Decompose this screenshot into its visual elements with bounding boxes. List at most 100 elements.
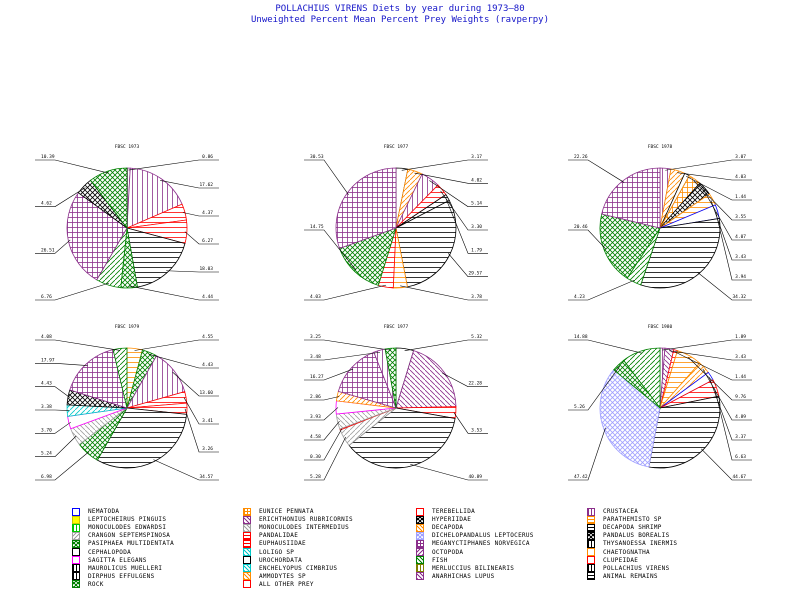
pie-slice [601, 167, 661, 229]
leader-line [35, 282, 110, 301]
data-label: 3.78 [471, 294, 482, 300]
pie-slice [126, 227, 186, 288]
leader-line [568, 339, 642, 354]
data-label: 13.60 [199, 390, 213, 396]
title-line-2: Unweighted Percent Mean Percent Prey Wei… [250, 15, 549, 25]
pie-4: FBSC 1979 4.55 4.43 13.60 3.41 3.26 34.57 4.08 1… [35, 324, 219, 481]
leader-line [35, 363, 88, 366]
data-label: 4.08 [41, 334, 52, 340]
data-label: 4.89 [735, 414, 746, 420]
data-label: 34.57 [199, 474, 213, 480]
title-line-1: POLLACHIUS VIRENS Diets by year during 1… [275, 4, 525, 14]
leader-line [153, 459, 219, 481]
pie-slice [384, 347, 397, 409]
pie-slice [395, 350, 457, 409]
leader-line [128, 159, 219, 171]
pie-slice [599, 369, 661, 468]
data-label: 5.28 [310, 474, 321, 480]
data-label: 3.37 [735, 434, 746, 440]
data-label: 17.62 [199, 182, 213, 188]
data-label: 44.67 [732, 474, 746, 480]
data-label: 1.89 [735, 334, 746, 340]
data-label: 14.88 [574, 334, 588, 340]
data-label: 3.41 [202, 418, 213, 424]
chart-title: POLLACHIUS VIRENS Diets by year during 1… [0, 4, 800, 26]
leader-line [35, 421, 71, 434]
leader-line [665, 159, 752, 171]
data-label: 4.58 [310, 434, 321, 440]
leader-line [568, 366, 621, 411]
leader-line [445, 198, 488, 254]
pie-slice [126, 167, 183, 229]
data-label: 5.26 [574, 404, 585, 410]
pie-title: FBSC 1977 [384, 144, 409, 150]
data-label: 3.07 [735, 154, 746, 160]
data-label: 10.39 [41, 154, 55, 160]
data-label: 0.30 [310, 454, 321, 460]
pie-title: FBSC 1978 [648, 144, 673, 150]
data-label: 0.86 [202, 154, 213, 160]
leader-line [129, 285, 219, 301]
leader-line [429, 180, 488, 207]
leader-line [35, 187, 86, 207]
leader-line [184, 408, 219, 453]
data-label: 3.30 [471, 224, 482, 230]
data-label: 1.44 [735, 194, 746, 200]
leader-line [172, 371, 219, 397]
pie-title: FBSC 1977 [384, 324, 409, 330]
leader-line [662, 339, 752, 351]
leader-line [440, 190, 488, 231]
leader-line [686, 175, 752, 201]
leader-line [568, 279, 635, 301]
leader-line [304, 159, 349, 195]
data-label: 4.02 [471, 177, 482, 183]
pie-slice [112, 347, 128, 409]
pie-slice [69, 349, 128, 409]
leader-line [404, 339, 488, 351]
leader-line [715, 212, 752, 281]
data-label: 17.97 [41, 357, 55, 363]
data-label: 4.37 [202, 210, 213, 216]
pie-title: FBSC 1973 [115, 144, 140, 150]
data-label: 4.03 [735, 174, 746, 180]
pie-1: FBSC 1973 0.86 17.62 4.37 6.27 18.03 4.44 10.39… [35, 144, 219, 301]
leader-line [669, 350, 752, 361]
leader-line [304, 420, 340, 441]
leader-line [35, 435, 77, 457]
data-label: 26.51 [41, 247, 55, 253]
data-label: 3.43 [735, 354, 746, 360]
leader-line [160, 180, 219, 189]
leader-line [688, 357, 752, 401]
leader-line [568, 427, 606, 481]
data-label: 3.48 [310, 354, 321, 360]
data-label: 4.55 [202, 334, 213, 340]
pie-slice [335, 167, 397, 249]
data-label: 22.26 [574, 154, 588, 160]
data-label: 30.53 [310, 154, 324, 160]
data-label: 3.17 [471, 154, 482, 160]
leader-line [182, 212, 219, 217]
pie-slice [96, 407, 188, 469]
data-label: 4.07 [735, 234, 746, 240]
data-label: 4.03 [310, 294, 321, 300]
leader-line [184, 231, 219, 245]
pie-slice [348, 407, 456, 469]
data-label: 4.62 [41, 201, 52, 207]
data-label: 5.14 [471, 201, 482, 207]
data-label: 2.86 [310, 394, 321, 400]
pie-slice [339, 227, 397, 286]
pie-slice [599, 213, 661, 279]
data-label: 3.94 [735, 274, 746, 280]
data-label: 29.57 [468, 271, 482, 277]
data-label: 6.27 [202, 238, 213, 244]
leader-line [447, 253, 488, 277]
leader-line [401, 159, 488, 171]
leader-line [148, 354, 219, 369]
pie-title: FBSC 1980 [648, 324, 673, 330]
data-label: 4.43 [202, 362, 213, 368]
leader-line [677, 172, 752, 181]
pie-slice [66, 192, 128, 281]
leader-line [35, 386, 71, 398]
leader-line [714, 388, 752, 461]
